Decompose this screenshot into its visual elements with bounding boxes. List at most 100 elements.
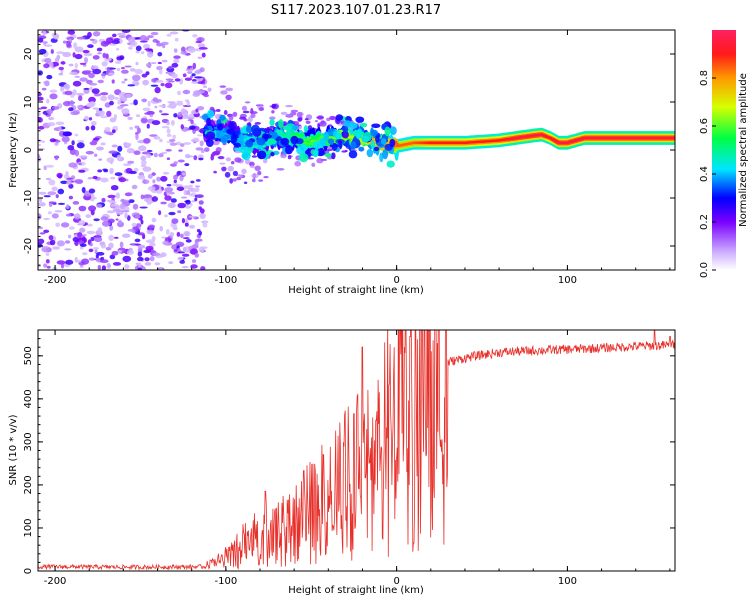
transition-speckle: [317, 123, 321, 128]
noise-speckle: [182, 253, 190, 257]
noise-speckle: [168, 211, 176, 216]
noise-speckle: [57, 188, 65, 195]
noise-speckle: [86, 79, 93, 85]
snr-xtick-label: 100: [558, 576, 577, 587]
noise-speckle: [96, 203, 103, 208]
noise-speckle: [96, 47, 103, 52]
spectrogram-xtick-label: 0: [393, 275, 399, 286]
transition-speckle: [344, 149, 348, 153]
noise-speckle: [181, 218, 185, 224]
figure-title: S117.2023.107.01.23.R17: [271, 3, 441, 18]
noise-speckle: [175, 141, 182, 146]
spectrogram-ytick-label: 10: [23, 96, 34, 109]
noise-speckle: [135, 134, 139, 140]
noise-speckle: [196, 194, 204, 199]
noise-speckle: [127, 215, 131, 221]
noise-speckle: [88, 205, 97, 212]
transition-speckle: [229, 178, 234, 184]
noise-speckle: [145, 71, 150, 76]
ridge-mark: [290, 133, 296, 137]
noise-speckle: [121, 80, 126, 84]
noise-speckle: [78, 162, 82, 165]
ridge-blob: [240, 139, 245, 146]
noise-speckle: [77, 140, 85, 143]
noise-speckle: [77, 105, 82, 109]
noise-speckle: [39, 232, 46, 235]
noise-speckle: [68, 63, 74, 67]
noise-speckle: [49, 89, 58, 93]
noise-speckle: [166, 133, 172, 137]
ridge-mark: [347, 136, 353, 139]
noise-speckle: [121, 67, 125, 70]
noise-speckle: [88, 117, 93, 121]
noise-speckle: [168, 261, 174, 264]
noise-speckle: [97, 227, 103, 234]
colorbar-tick-label: 0.0: [699, 262, 710, 278]
noise-speckle: [100, 92, 109, 96]
transition-speckle: [250, 113, 256, 118]
noise-speckle: [48, 116, 55, 121]
noise-speckle: [71, 140, 75, 146]
noise-speckle: [112, 262, 122, 266]
noise-speckle: [60, 86, 65, 92]
noise-speckle: [182, 246, 187, 253]
ridge-blob: [384, 126, 391, 137]
noise-speckle: [103, 169, 109, 173]
ridge-blob: [370, 140, 375, 149]
noise-speckle: [97, 52, 102, 55]
ridge-blob: [355, 116, 365, 123]
noise-speckle: [135, 50, 140, 54]
noise-speckle: [185, 205, 191, 209]
noise-speckle: [49, 239, 56, 246]
noise-speckle: [128, 46, 133, 50]
noise-speckle: [162, 171, 170, 175]
ridge-blob: [206, 117, 212, 126]
noise-speckle: [182, 114, 190, 119]
noise-speckle: [77, 232, 83, 238]
noise-speckle: [98, 158, 102, 161]
noise-speckle: [69, 71, 78, 76]
noise-speckle: [65, 259, 74, 265]
transition-speckle: [225, 157, 232, 162]
noise-speckle: [166, 121, 170, 126]
noise-speckle: [102, 52, 107, 59]
snr-xtick-label: -100: [215, 576, 238, 587]
noise-speckle: [138, 145, 147, 152]
noise-speckle: [159, 69, 163, 75]
noise-speckle: [197, 56, 202, 59]
noise-speckle: [106, 157, 115, 163]
noise-speckle: [193, 155, 198, 161]
noise-speckle: [109, 100, 114, 106]
ridge-blob: [303, 125, 308, 133]
noise-speckle: [203, 85, 207, 88]
noise-speckle: [174, 78, 181, 82]
noise-speckle: [109, 43, 117, 46]
ridge-blob: [331, 142, 338, 152]
ridge-mark: [331, 137, 337, 140]
noise-speckle: [105, 131, 113, 135]
noise-speckle: [164, 214, 168, 218]
snr-ticks: -200 -100 0 100 0 100 200 300 400 500: [23, 329, 675, 587]
noise-speckle: [60, 180, 68, 184]
noise-speckle: [178, 149, 183, 152]
noise-speckle: [192, 34, 198, 38]
noise-speckle: [84, 115, 89, 121]
transition-speckle: [251, 155, 258, 158]
noise-speckle: [107, 210, 113, 213]
noise-speckle: [56, 172, 63, 178]
transition-speckle: [252, 178, 256, 183]
transition-speckle: [251, 173, 259, 179]
noise-speckle: [100, 142, 106, 146]
noise-speckle: [111, 144, 118, 148]
noise-speckle: [202, 222, 208, 228]
noise-speckle: [44, 57, 52, 63]
noise-speckle: [141, 266, 146, 270]
noise-speckle: [190, 120, 194, 125]
noise-speckle: [74, 150, 80, 157]
noise-speckle: [60, 61, 66, 65]
noise-speckle: [55, 140, 61, 143]
ridge-mark: [304, 138, 309, 142]
noise-speckle: [109, 167, 114, 175]
ridge-mark: [310, 139, 316, 143]
noise-speckle: [90, 121, 97, 126]
